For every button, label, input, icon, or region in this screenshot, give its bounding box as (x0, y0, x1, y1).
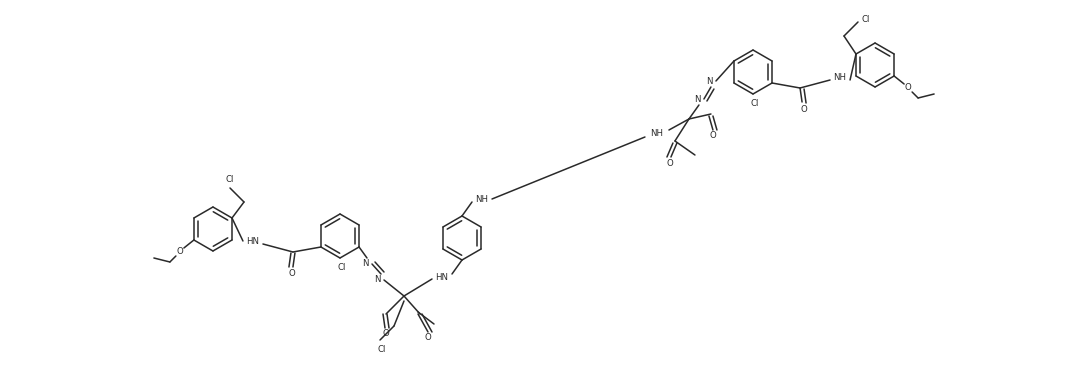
Text: HN: HN (436, 273, 449, 282)
Text: Cl: Cl (226, 176, 234, 185)
Text: O: O (425, 334, 432, 343)
Text: NH: NH (476, 194, 489, 203)
Text: Cl: Cl (751, 99, 760, 108)
Text: Cl: Cl (378, 346, 386, 355)
Text: HN: HN (246, 237, 259, 246)
Text: O: O (667, 159, 673, 167)
Text: NH: NH (834, 73, 847, 82)
Text: O: O (801, 105, 807, 114)
Text: N: N (694, 96, 700, 105)
Text: Cl: Cl (338, 262, 346, 271)
Text: O: O (288, 268, 296, 277)
Text: N: N (373, 274, 380, 284)
Text: O: O (904, 83, 912, 92)
Text: O: O (710, 132, 716, 141)
Text: O: O (383, 329, 390, 338)
Text: N: N (361, 259, 368, 267)
Text: NH: NH (651, 129, 664, 138)
Text: O: O (177, 247, 183, 256)
Text: N: N (706, 77, 712, 86)
Text: Cl: Cl (862, 15, 870, 23)
